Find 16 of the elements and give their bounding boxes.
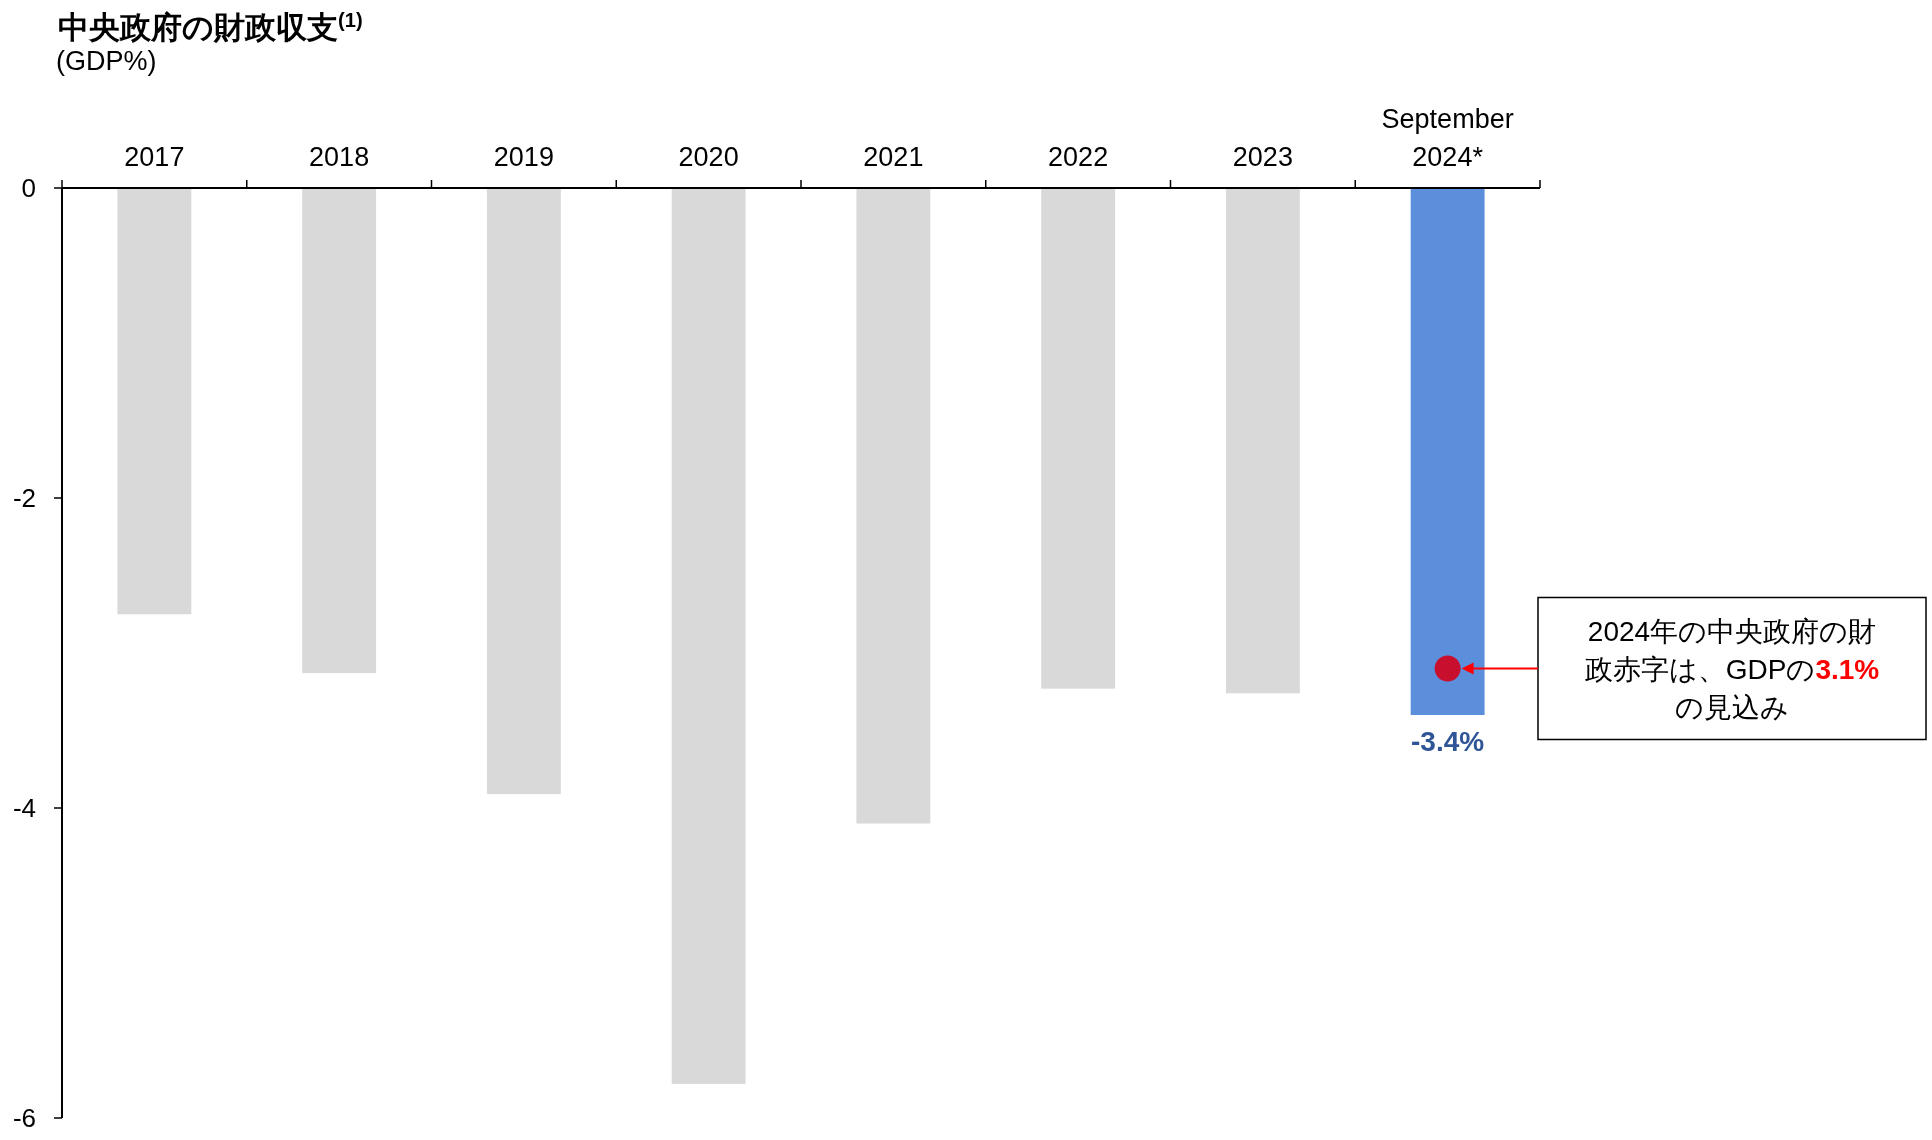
text: 2024年の中央政府の財政赤字は、GDPの3.1%の見込み: [1584, 615, 1880, 723]
chart-subtitle: (GDP%): [56, 46, 157, 76]
data-label: -3.4%: [1411, 726, 1485, 757]
x-tick-label: September 2024*: [1381, 104, 1514, 172]
y-tick-label: -2: [12, 483, 36, 513]
x-tick-label: 2022: [1048, 142, 1109, 172]
x-tick-label: 2023: [1232, 142, 1293, 172]
y-tick-label: 0: [21, 173, 36, 203]
x-tick-label: 2021: [863, 142, 924, 172]
chart-title: 中央政府の財政収支$^{(1)}$: [58, 9, 363, 45]
x-tick-label: 2017: [124, 142, 185, 172]
y-tick-label: -6: [12, 1103, 36, 1133]
y-tick-label: -4: [12, 793, 36, 823]
x-tick-label: 2018: [309, 142, 370, 172]
x-tick-label: 2020: [678, 142, 739, 172]
x-tick-label: 2019: [493, 142, 554, 172]
